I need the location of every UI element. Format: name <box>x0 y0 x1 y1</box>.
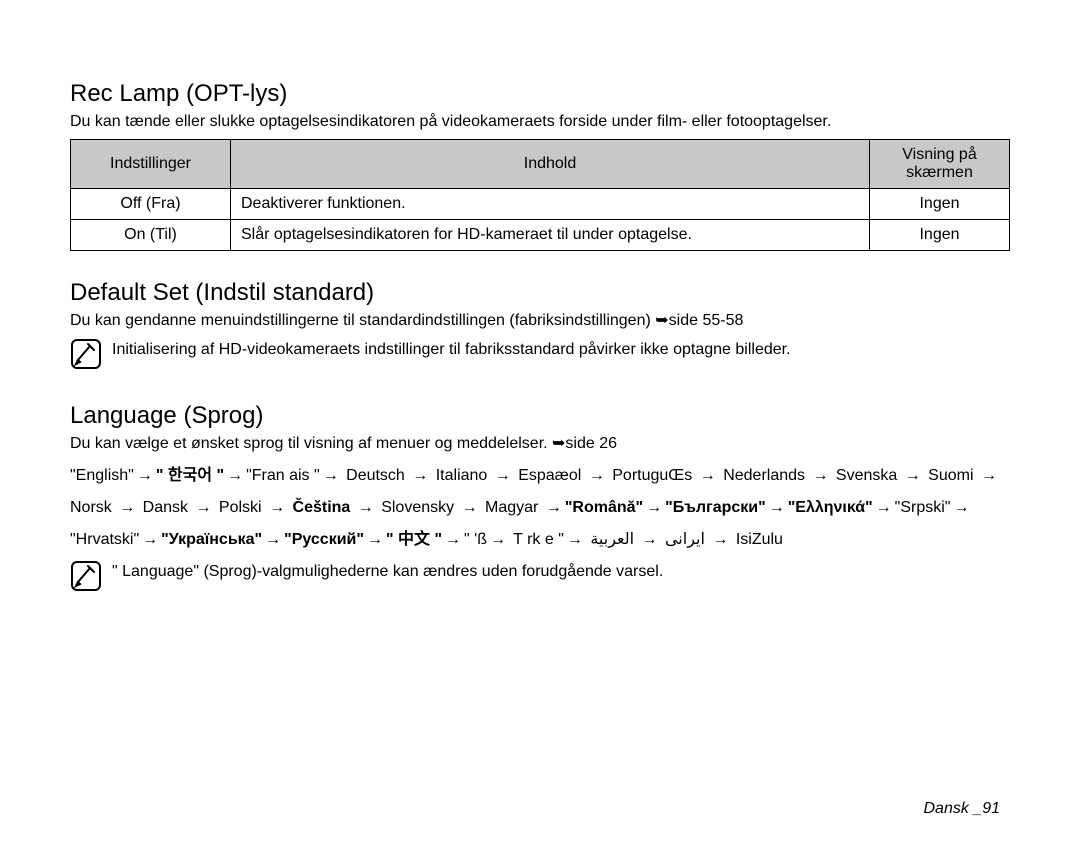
language-item: " 'ß <box>464 531 487 548</box>
arrow-icon: → <box>543 492 565 524</box>
arrow-icon: → <box>643 492 665 524</box>
th-contents: Indhold <box>231 139 870 188</box>
cell-setting: Off (Fra) <box>71 188 231 219</box>
language-note: " Language" (Sprog)-valgmulighederne kan… <box>112 560 663 584</box>
arrow-icon: → <box>586 460 608 492</box>
cell-display: Ingen <box>870 188 1010 219</box>
language-item: Polski <box>214 499 266 516</box>
rec-lamp-sub: Du kan tænde eller slukke optagelsesindi… <box>70 112 1010 133</box>
language-item: Svenska <box>831 467 901 484</box>
arrow-icon: → <box>266 492 288 524</box>
arrow-icon: → <box>766 492 788 524</box>
arrow-icon: → <box>192 492 214 524</box>
arrow-icon: → <box>873 492 895 524</box>
language-item: "Română" <box>565 499 643 516</box>
language-item: PortuguŒs <box>608 467 697 484</box>
language-item: "Srpski" <box>895 499 951 516</box>
language-item: " 한국어 " <box>156 467 224 484</box>
default-set-sub: Du kan gendanne menuindstillingerne til … <box>70 311 1010 332</box>
th-settings: Indstillinger <box>71 139 231 188</box>
language-item: Slovensky <box>377 499 459 516</box>
language-item: Deutsch <box>342 467 410 484</box>
page-number: Dansk _91 <box>924 800 1001 818</box>
arrow-icon: → <box>224 460 246 492</box>
arrow-icon: → <box>697 460 719 492</box>
arrow-icon: → <box>564 524 586 556</box>
arrow-icon: → <box>459 492 481 524</box>
arrow-icon: → <box>950 492 972 524</box>
language-item: " 中文 " <box>386 531 442 548</box>
th-display: Visning på skærmen <box>870 139 1010 188</box>
arrow-icon: → <box>364 524 386 556</box>
default-set-note: Initialisering af HD-videokameraets inds… <box>112 338 791 362</box>
language-item: "English" <box>70 467 134 484</box>
language-item: Čeština <box>288 499 355 516</box>
arrow-icon: → <box>262 524 284 556</box>
language-item: "Български" <box>665 499 766 516</box>
language-item: "Ελληνικά" <box>788 499 873 516</box>
table-row: Off (Fra) Deaktiverer funktionen. Ingen <box>71 188 1010 219</box>
arrow-icon: → <box>709 524 731 556</box>
language-item: "Fran ais " <box>246 467 320 484</box>
arrow-icon: → <box>139 524 161 556</box>
arrow-icon: → <box>134 460 156 492</box>
language-item: IsiZulu <box>731 531 783 548</box>
language-item: Italiano <box>431 467 491 484</box>
default-set-title: Default Set (Indstil standard) <box>70 279 1010 307</box>
arrow-icon: → <box>487 524 509 556</box>
arrow-icon: → <box>639 524 661 556</box>
language-item: "Русский" <box>284 531 364 548</box>
table-row: On (Til) Slår optagelsesindikatoren for … <box>71 219 1010 250</box>
language-item: T rk e " <box>509 531 564 548</box>
cell-display: Ingen <box>870 219 1010 250</box>
cell-content: Deaktiverer funktionen. <box>231 188 870 219</box>
arrow-icon: → <box>442 524 464 556</box>
language-title: Language (Sprog) <box>70 402 1010 430</box>
language-item: Norsk <box>70 499 116 516</box>
cell-setting: On (Til) <box>71 219 231 250</box>
rec-lamp-table: Indstillinger Indhold Visning på skærmen… <box>70 139 1010 251</box>
rec-lamp-title: Rec Lamp (OPT-lys) <box>70 80 1010 108</box>
language-list: "English" → " 한국어 " → "Fran ais " → Deut… <box>70 460 1010 556</box>
note-icon <box>70 338 102 374</box>
language-item: Dansk <box>138 499 192 516</box>
language-item: "Українська" <box>161 531 262 548</box>
arrow-icon: → <box>320 460 342 492</box>
language-item: Suomi <box>924 467 978 484</box>
note-icon <box>70 560 102 596</box>
arrow-icon: → <box>116 492 138 524</box>
language-item: "Hrvatski" <box>70 531 139 548</box>
language-item: Magyar <box>481 499 543 516</box>
language-item: Nederlands <box>719 467 810 484</box>
arrow-icon: → <box>978 460 1000 492</box>
language-item: Espaæol <box>514 467 586 484</box>
cell-content: Slår optagelsesindikatoren for HD-kamera… <box>231 219 870 250</box>
arrow-icon: → <box>902 460 924 492</box>
arrow-icon: → <box>409 460 431 492</box>
arrow-icon: → <box>492 460 514 492</box>
arrow-icon: → <box>809 460 831 492</box>
language-sub: Du kan vælge et ønsket sprog til visning… <box>70 434 1010 455</box>
arrow-icon: → <box>355 492 377 524</box>
